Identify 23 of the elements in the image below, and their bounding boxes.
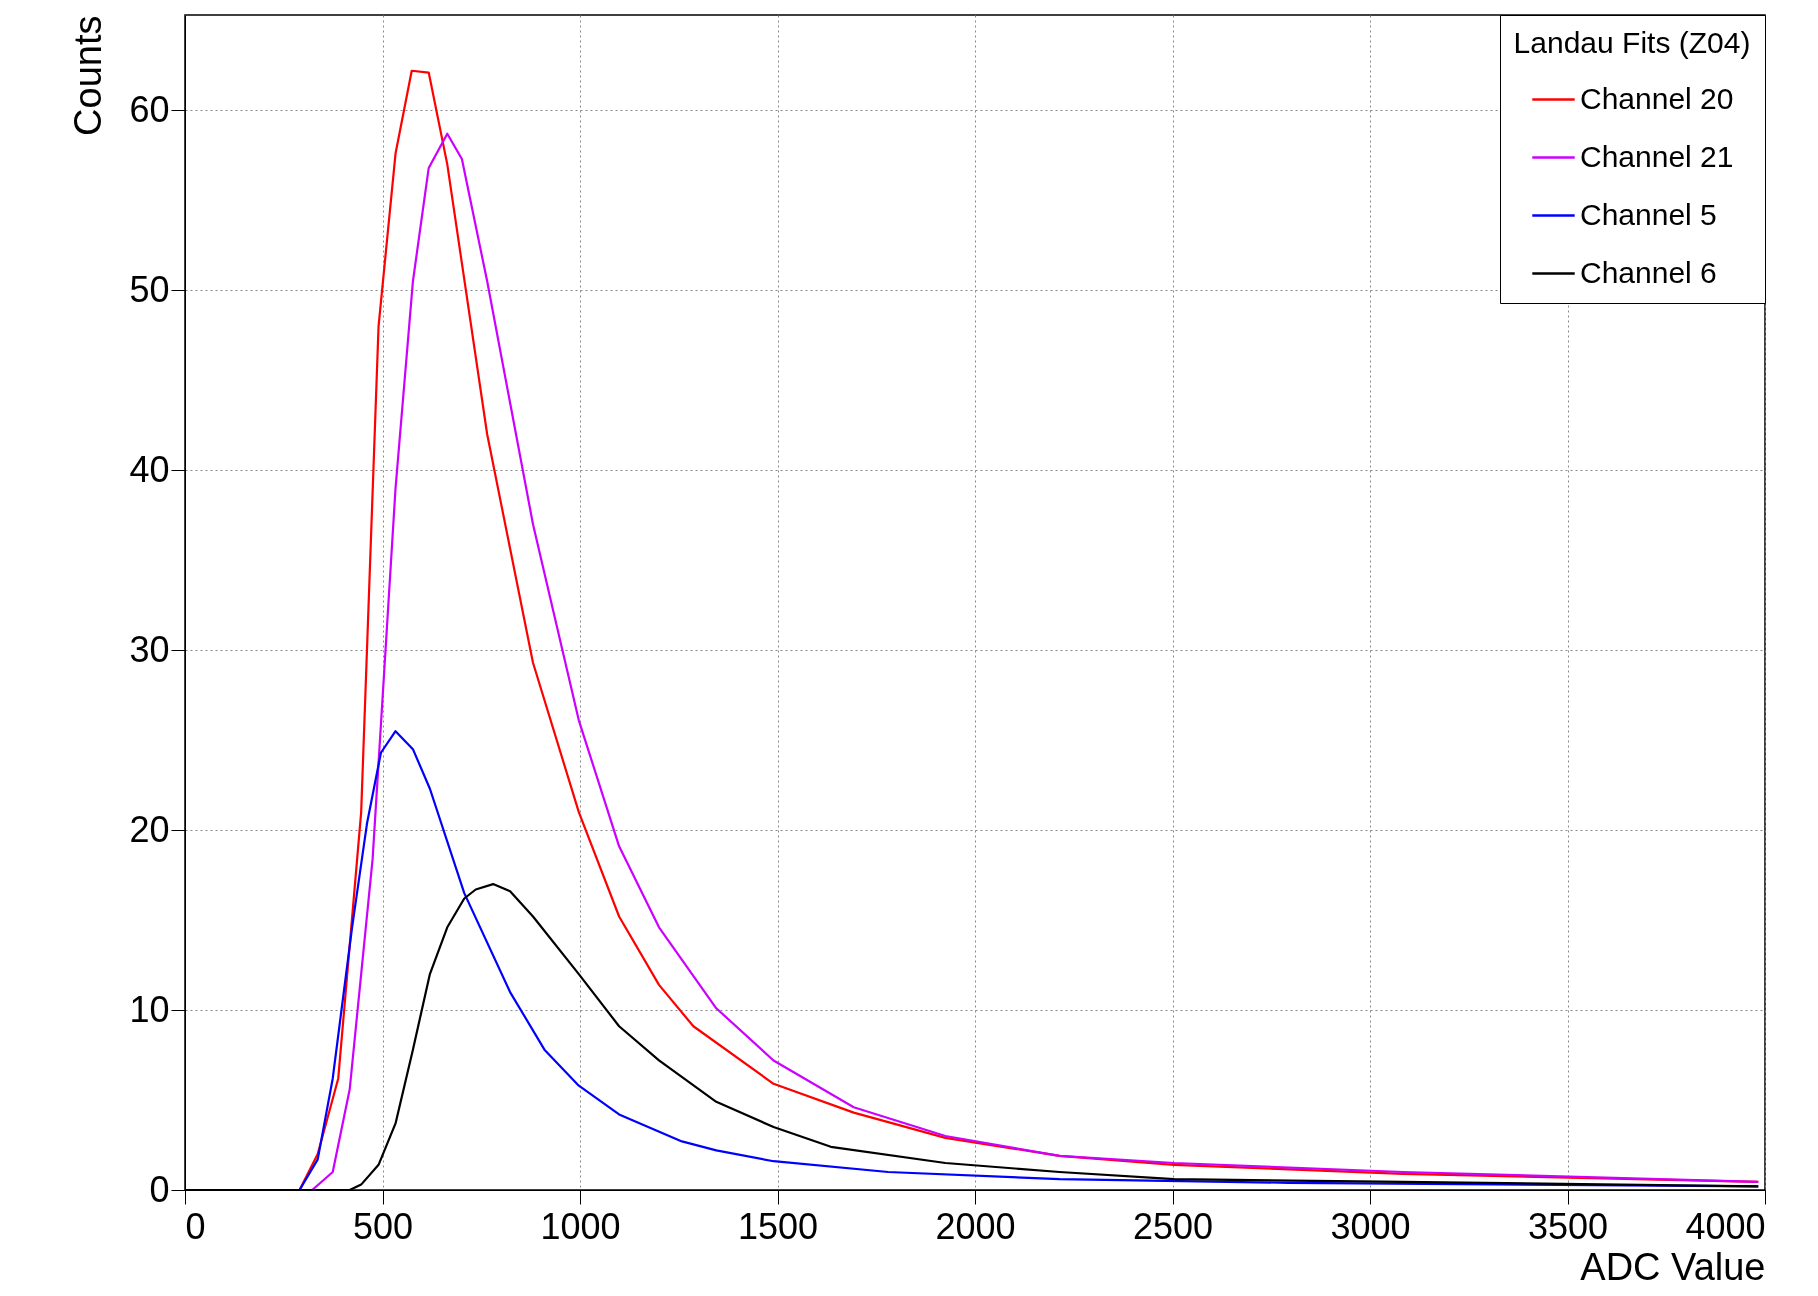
legend-label: Channel 21 xyxy=(1580,139,1734,173)
x-tick-label: 3000 xyxy=(1330,1205,1411,1247)
legend-label: Channel 5 xyxy=(1580,197,1717,231)
x-tick-label: 2000 xyxy=(935,1205,1016,1247)
x-tick-label: 4000 xyxy=(1685,1205,1766,1247)
x-tick-label: 2500 xyxy=(1132,1205,1214,1247)
y-axis-title: Counts xyxy=(67,15,110,136)
legend-label: Channel 20 xyxy=(1580,81,1734,115)
legend-title: Landau Fits (Z04) xyxy=(1513,26,1751,59)
x-tick-label: 1000 xyxy=(540,1205,621,1247)
x-tick-label: 0 xyxy=(185,1205,206,1247)
x-tick-label: 3500 xyxy=(1527,1205,1609,1247)
x-axis-title: ADC Value xyxy=(1580,1245,1766,1288)
y-tick-label: 0 xyxy=(149,1168,170,1210)
y-tick-label: 30 xyxy=(129,628,170,670)
x-tick-label: 500 xyxy=(352,1205,414,1247)
y-tick-label: 50 xyxy=(129,268,170,310)
legend-label: Channel 6 xyxy=(1580,255,1717,289)
y-tick-label: 40 xyxy=(129,448,170,490)
y-tick-label: 60 xyxy=(129,88,170,130)
y-tick-label: 10 xyxy=(129,988,170,1030)
y-tick-label: 20 xyxy=(129,808,170,850)
x-tick-label: 1500 xyxy=(737,1205,819,1247)
